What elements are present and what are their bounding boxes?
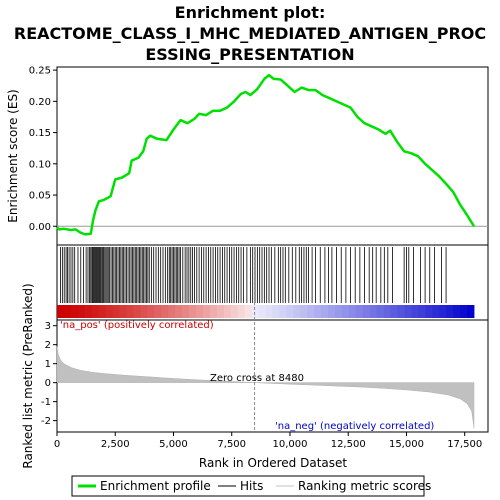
color-bar-segment-15 bbox=[161, 305, 168, 318]
color-bar-segment-5 bbox=[92, 305, 99, 318]
x-tick-label-2: 5,000 bbox=[159, 439, 188, 450]
color-bar-segment-13 bbox=[147, 305, 154, 318]
color-bar-segment-36 bbox=[307, 305, 314, 318]
color-bar-segment-57 bbox=[453, 305, 460, 318]
color-bar-segment-18 bbox=[182, 305, 189, 318]
legend-hits-label: Hits bbox=[240, 479, 263, 493]
metric-y-tick-label-2: 0 bbox=[45, 378, 51, 389]
es-y-tick-label-2: 0.10 bbox=[29, 159, 51, 170]
metric-y-tick-label-3: 1 bbox=[45, 359, 51, 370]
es-y-tick-label-3: 0.15 bbox=[29, 128, 51, 139]
plot-title-line-1: Enrichment plot: bbox=[175, 3, 326, 22]
color-bar-segment-40 bbox=[335, 305, 342, 318]
es-y-tick-label-4: 0.20 bbox=[29, 97, 51, 108]
color-bar-segment-28 bbox=[252, 305, 259, 318]
legend-metric-label: Ranking metric scores bbox=[298, 479, 431, 493]
positive-correlation-label: 'na_pos' (positively correlated) bbox=[60, 320, 214, 331]
color-bar-segment-6 bbox=[99, 305, 106, 318]
x-tick-label-4: 10,000 bbox=[272, 439, 307, 450]
color-bar-segment-1 bbox=[64, 305, 71, 318]
color-bar-segment-7 bbox=[106, 305, 113, 318]
x-axis-label: Rank in Ordered Dataset bbox=[199, 456, 347, 470]
color-bar-segment-22 bbox=[210, 305, 217, 318]
color-bar-segment-41 bbox=[342, 305, 349, 318]
color-bar-segment-47 bbox=[384, 305, 391, 318]
color-bar-segment-27 bbox=[245, 305, 252, 318]
color-bar-segment-25 bbox=[231, 305, 238, 318]
color-bar-segment-20 bbox=[196, 305, 203, 318]
color-bar-segment-34 bbox=[293, 305, 300, 318]
es-y-axis-label: Enrichment score (ES) bbox=[6, 89, 20, 222]
color-bar-segment-55 bbox=[439, 305, 446, 318]
color-bar-segment-50 bbox=[405, 305, 412, 318]
x-tick-label-6: 15,000 bbox=[389, 439, 424, 450]
correlation-color-bar bbox=[57, 305, 474, 318]
color-bar-segment-35 bbox=[300, 305, 307, 318]
color-bar-segment-56 bbox=[446, 305, 453, 318]
color-bar-segment-49 bbox=[398, 305, 405, 318]
color-bar-segment-14 bbox=[154, 305, 161, 318]
color-bar-segment-4 bbox=[85, 305, 92, 318]
color-bar-segment-9 bbox=[120, 305, 127, 318]
metric-y-tick-label-5: 3 bbox=[45, 321, 51, 332]
color-bar-segment-44 bbox=[363, 305, 370, 318]
es-y-tick-label-1: 0.05 bbox=[29, 191, 51, 202]
color-bar-segment-45 bbox=[370, 305, 377, 318]
color-bar-segment-37 bbox=[314, 305, 321, 318]
x-tick-label-3: 7,500 bbox=[217, 439, 246, 450]
color-bar-segment-16 bbox=[168, 305, 175, 318]
metric-y-tick-label-1: -1 bbox=[41, 397, 51, 408]
color-bar-segment-32 bbox=[279, 305, 286, 318]
color-bar-segment-42 bbox=[349, 305, 356, 318]
color-bar-segment-33 bbox=[286, 305, 293, 318]
color-bar-segment-24 bbox=[224, 305, 231, 318]
x-tick-label-7: 17,500 bbox=[447, 439, 482, 450]
color-bar-segment-10 bbox=[127, 305, 134, 318]
color-bar-segment-31 bbox=[272, 305, 279, 318]
color-bar-segment-43 bbox=[356, 305, 363, 318]
color-bar-segment-58 bbox=[460, 305, 467, 318]
color-bar-segment-52 bbox=[418, 305, 425, 318]
negative-correlation-label: 'na_neg' (negatively correlated) bbox=[275, 421, 434, 432]
legend-enrichment-label: Enrichment profile bbox=[100, 479, 211, 493]
color-bar-segment-2 bbox=[71, 305, 78, 318]
x-tick-label-1: 2,500 bbox=[101, 439, 130, 450]
color-bar-segment-21 bbox=[203, 305, 210, 318]
color-bar-segment-19 bbox=[189, 305, 196, 318]
metric-y-axis-label: Ranked list metric (PreRanked) bbox=[21, 283, 35, 468]
color-bar-segment-39 bbox=[328, 305, 335, 318]
color-bar-segment-48 bbox=[391, 305, 398, 318]
color-bar-segment-23 bbox=[217, 305, 224, 318]
zero-cross-label: Zero cross at 8480 bbox=[210, 373, 304, 384]
plot-title-line-3: ESSING_PRESENTATION bbox=[145, 45, 354, 64]
color-bar-segment-46 bbox=[377, 305, 384, 318]
metric-y-tick-label-4: 2 bbox=[45, 340, 51, 351]
x-tick-label-0: 0 bbox=[54, 439, 60, 450]
es-panel-frame bbox=[57, 67, 488, 245]
color-bar-segment-26 bbox=[238, 305, 245, 318]
x-tick-label-5: 12,500 bbox=[331, 439, 366, 450]
color-bar-segment-3 bbox=[78, 305, 85, 318]
color-bar-segment-8 bbox=[113, 305, 120, 318]
color-bar-segment-11 bbox=[133, 305, 140, 318]
color-bar-segment-59 bbox=[467, 305, 474, 318]
color-bar-segment-29 bbox=[259, 305, 266, 318]
color-bar-segment-30 bbox=[266, 305, 273, 318]
color-bar-segment-17 bbox=[175, 305, 182, 318]
plot-title-line-2: REACTOME_CLASS_I_MHC_MEDIATED_ANTIGEN_PR… bbox=[14, 24, 486, 43]
color-bar-segment-53 bbox=[425, 305, 432, 318]
color-bar-segment-12 bbox=[140, 305, 147, 318]
es-y-tick-label-5: 0.25 bbox=[29, 66, 51, 77]
color-bar-segment-38 bbox=[321, 305, 328, 318]
color-bar-segment-54 bbox=[432, 305, 439, 318]
metric-y-tick-label-0: -2 bbox=[41, 416, 51, 427]
color-bar-segment-0 bbox=[57, 305, 64, 318]
color-bar-segment-51 bbox=[411, 305, 418, 318]
es-y-tick-label-0: 0.00 bbox=[29, 222, 51, 233]
